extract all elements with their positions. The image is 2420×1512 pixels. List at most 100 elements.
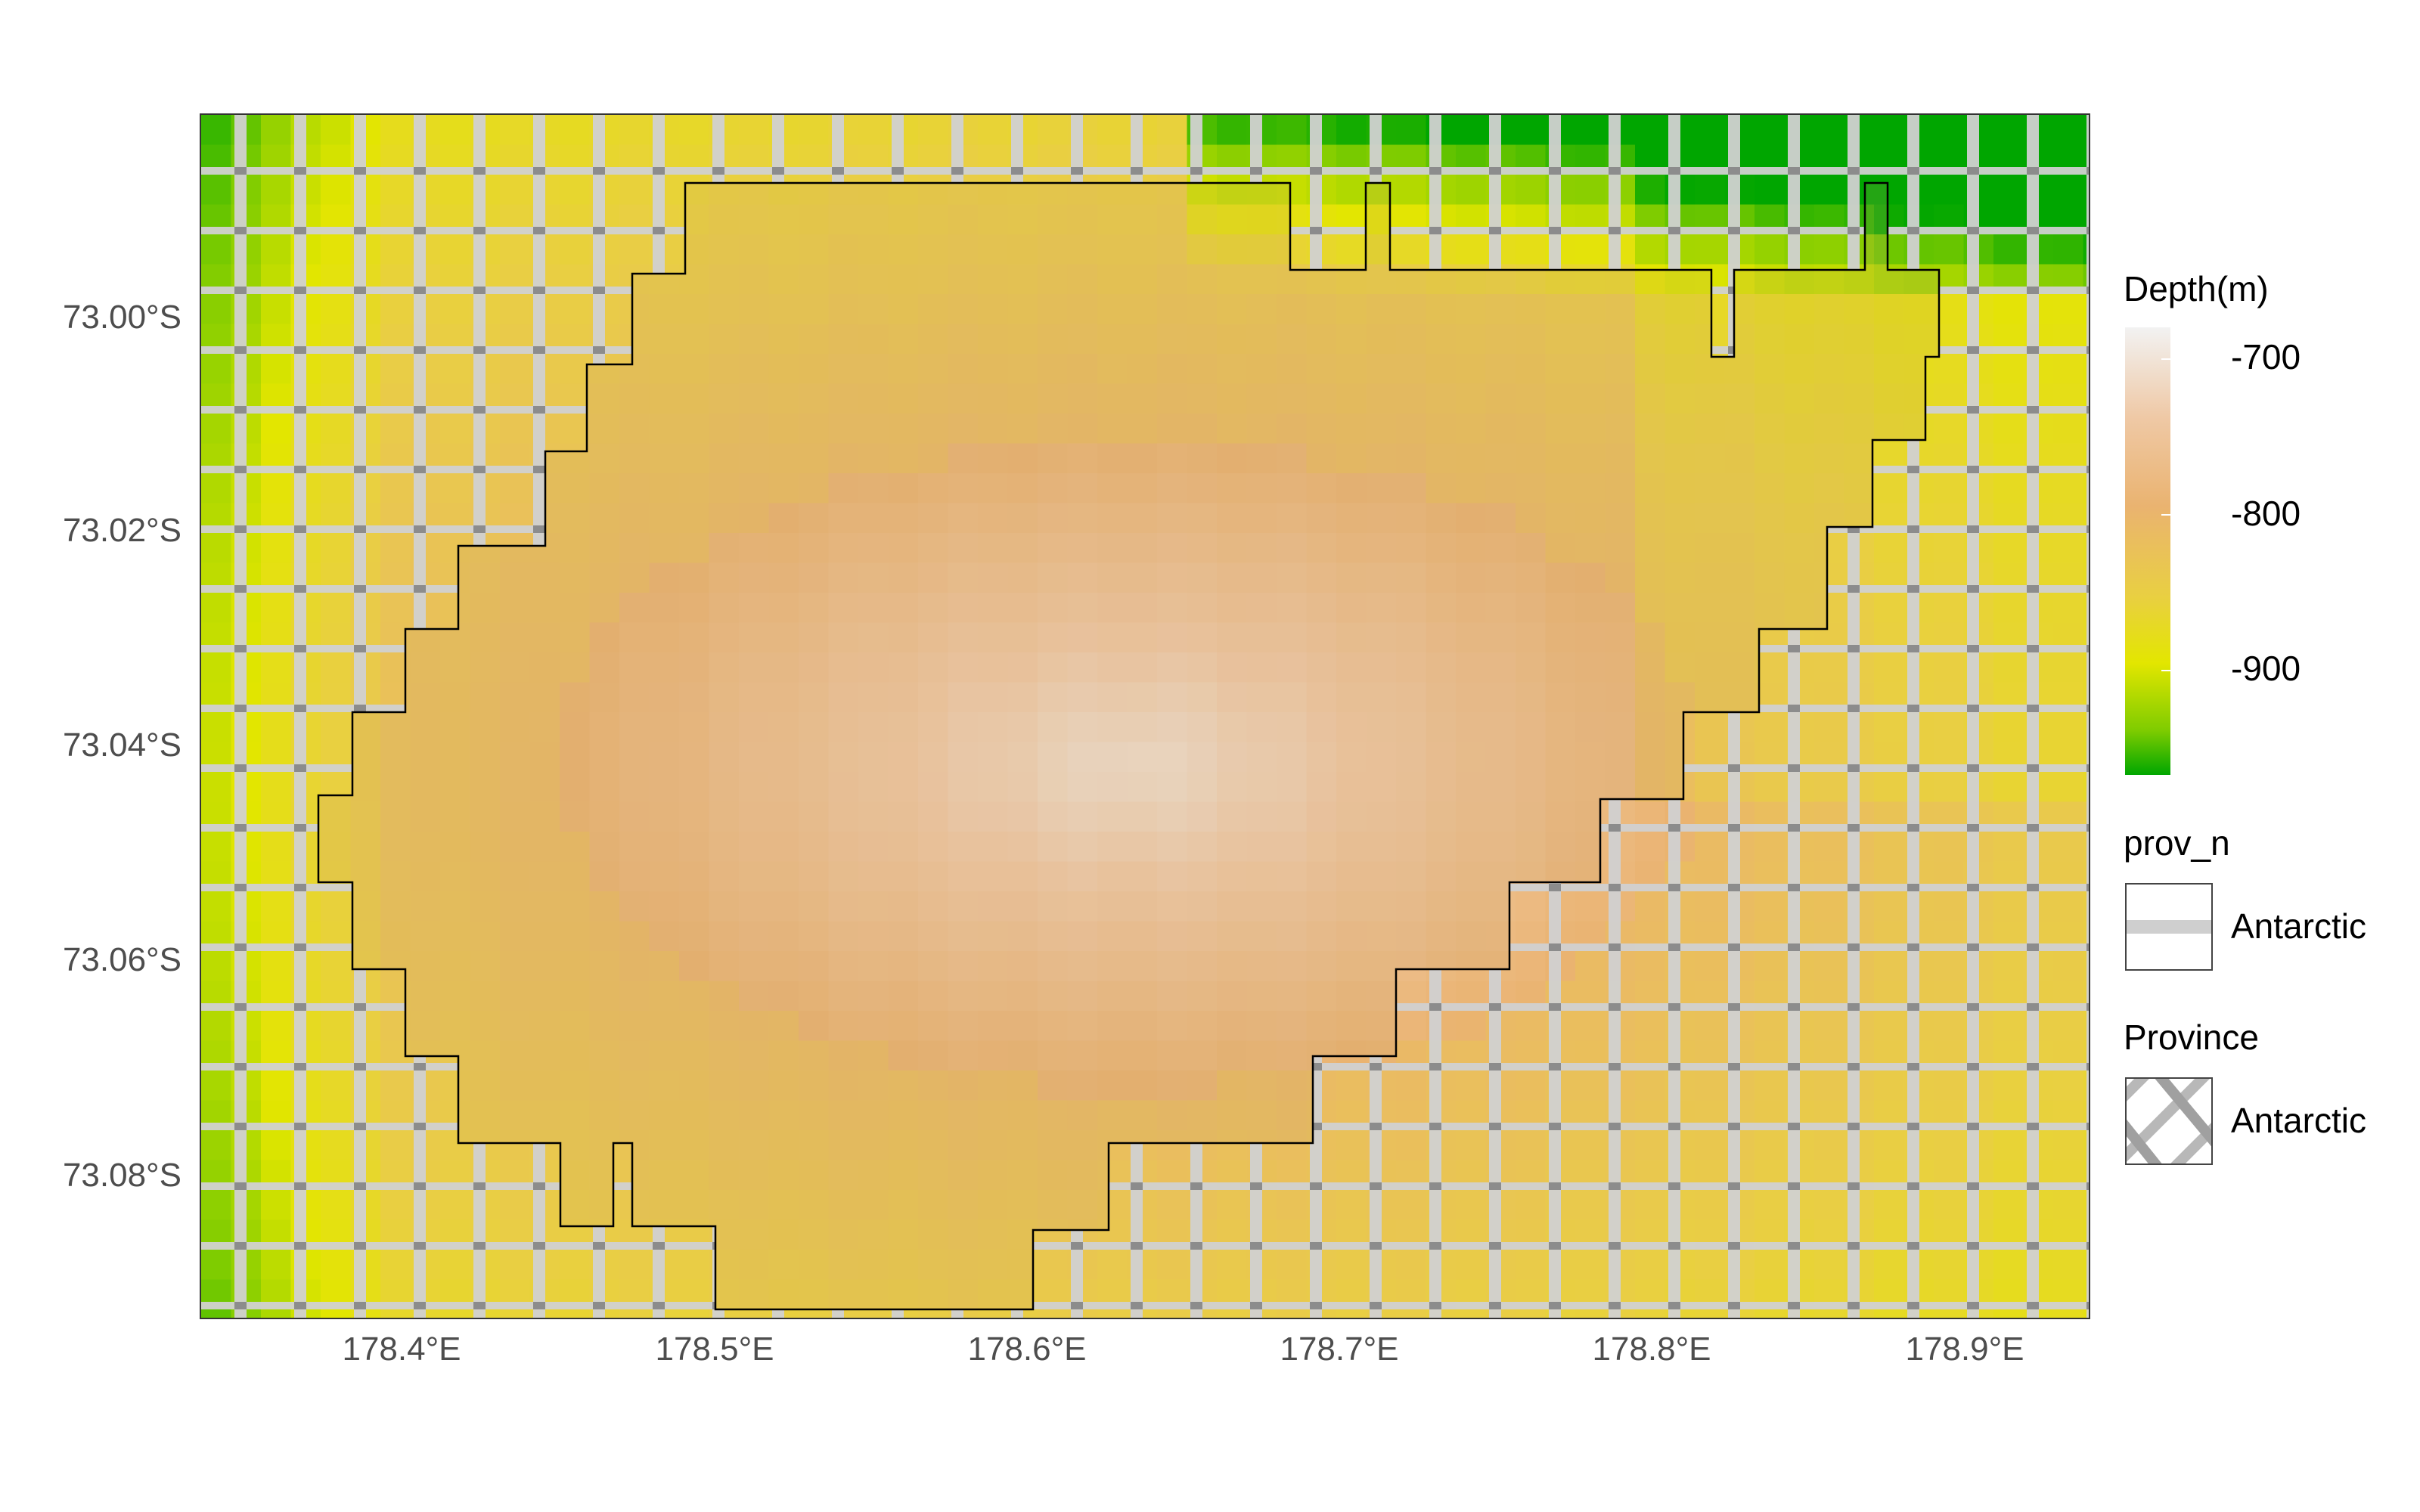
depth-cell [1157,1070,1188,1101]
depth-cell [1516,503,1547,534]
depth-cell [1157,562,1188,593]
depth-cell [470,861,501,892]
depth-cell [529,742,560,773]
depth-cell [500,772,531,803]
depth-cell [799,861,830,892]
depth-cell [1007,264,1038,295]
depth-cell [1485,682,1516,713]
depth-cell [1366,443,1397,474]
depth-cell [500,921,531,952]
depth-cell [589,1011,620,1042]
depth-cell [858,1040,889,1071]
depth-cell [1157,593,1188,624]
depth-cell [1007,562,1038,593]
depth-cell [888,772,919,803]
depth-cell [1426,682,1457,713]
depth-cell [440,712,471,743]
depth-cell [1784,443,1815,474]
depth-cell [1516,324,1547,355]
depth-cell [1067,324,1098,355]
depth-cell [1277,503,1308,534]
depth-cell [948,622,979,653]
depth-cell [1306,861,1337,892]
depth-cell [1336,712,1367,743]
depth-cell [1516,473,1547,504]
depth-cell [1366,622,1397,653]
depth-cell [1157,294,1188,325]
depth-cell [589,712,620,743]
depth-cell [619,682,650,713]
depth-cell [978,234,1009,265]
depth-cell [1127,622,1158,653]
depth-cell [1067,503,1098,534]
depth-cell [1485,294,1516,325]
depth-cell [1187,861,1218,892]
depth-cell [1246,562,1277,593]
depth-cell [1635,473,1666,504]
depth-cell [948,383,979,414]
depth-cell [1306,1011,1337,1042]
depth-cell [1097,1070,1128,1101]
depth-cell [1038,1011,1069,1042]
depth-cell [1277,324,1308,355]
depth-cell [1038,652,1069,683]
depth-cell [1067,682,1098,713]
depth-cell [649,921,680,952]
depth-cell [1336,861,1367,892]
depth-cell [1187,742,1218,773]
depth-cell [709,861,740,892]
depth-cell [888,951,919,982]
depth-cell [1067,772,1098,803]
depth-cell [1336,622,1367,653]
depth-cell [799,414,830,445]
depth-cell [1246,832,1277,863]
depth-cell [739,742,770,773]
depth-cell [1545,772,1576,803]
depth-cell [560,562,591,593]
depth-cell [1456,652,1487,683]
depth-cell [1366,562,1397,593]
depth-cell [888,204,919,235]
depth-cell [1038,832,1069,863]
depth-cell [1007,383,1038,414]
depth-cell [679,1070,710,1101]
depth-cell [1306,772,1337,803]
depth-cell [1516,832,1547,863]
depth-legend-label: -800 [2231,494,2301,533]
depth-cell [1366,832,1397,863]
depth-cell [1426,652,1457,683]
depth-cell [1127,832,1158,863]
depth-cell [380,861,411,892]
depth-cell [1545,443,1576,474]
depth-cell [799,264,830,295]
depth-cell [858,354,889,385]
depth-cell [768,951,799,982]
depth-cell [948,861,979,892]
depth-cell [1277,383,1308,414]
depth-cell [799,951,830,982]
depth-cell [589,742,620,773]
depth-cell [1097,533,1128,564]
depth-cell [828,891,859,922]
depth-cell [1516,622,1547,653]
depth-cell [1067,383,1098,414]
depth-cell [1605,622,1636,653]
depth-cell [918,921,949,952]
depth-cell [529,1070,560,1101]
depth-cell [918,861,949,892]
depth-cell [470,742,501,773]
depth-cell [1157,861,1188,892]
map-panel[interactable] [200,113,2090,1319]
depth-cell [1097,742,1128,773]
depth-cell [978,622,1009,653]
depth-cell [888,383,919,414]
depth-cell [1067,921,1098,952]
depth-cell [1575,622,1606,653]
depth-cell [739,951,770,982]
depth-cell [1516,383,1547,414]
colorbar-tick [2161,514,2170,516]
depth-cell [709,294,740,325]
depth-cell [978,414,1009,445]
depth-cell [1306,533,1337,564]
depth-cell [619,622,650,653]
